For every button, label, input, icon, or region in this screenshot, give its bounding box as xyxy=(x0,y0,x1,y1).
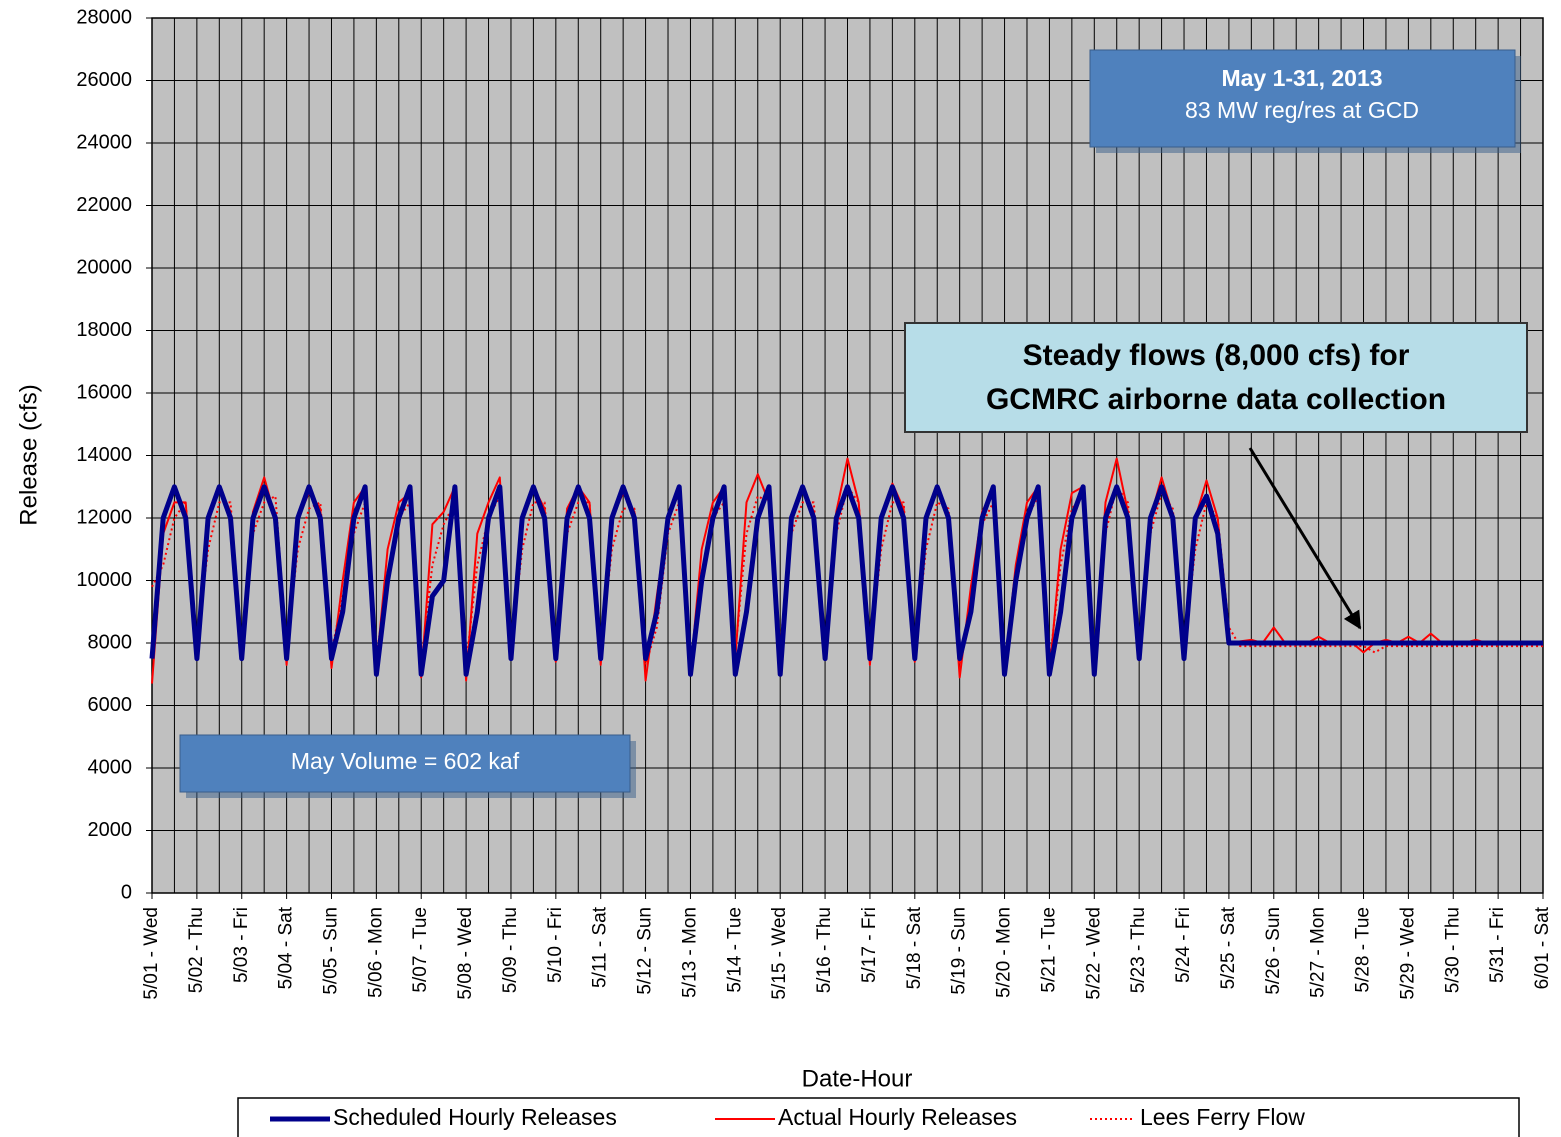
x-tick-label: 5/13 - Mon xyxy=(679,907,700,998)
x-tick-label: 5/08 - Wed xyxy=(455,907,476,1000)
legend-label: Actual Hourly Releases xyxy=(778,1104,1017,1130)
x-tick-label: 6/01 - Sat xyxy=(1532,906,1553,989)
y-tick-label: 4000 xyxy=(88,756,133,778)
y-tick-label: 24000 xyxy=(76,131,132,153)
y-tick-label: 0 xyxy=(121,881,132,903)
y-tick-label: 12000 xyxy=(76,506,132,528)
x-tick-label: 5/04 - Sat xyxy=(276,906,297,989)
x-tick-label: 5/14 - Tue xyxy=(724,907,745,993)
legend xyxy=(237,1097,1520,1137)
x-tick-label: 5/19 - Sun xyxy=(949,907,970,995)
arrow xyxy=(1248,447,1362,630)
x-axis-title: Date-Hour xyxy=(802,1065,913,1092)
x-tick-label: 5/10 - Fri xyxy=(545,907,566,983)
x-tick-label: 5/23 - Thu xyxy=(1128,907,1149,993)
y-tick-label: 10000 xyxy=(76,569,132,591)
annotation-box xyxy=(1089,49,1516,148)
y-tick-label: 28000 xyxy=(76,6,132,28)
x-tick-label: 5/29 - Wed xyxy=(1397,907,1418,1000)
annotation: GCMRC airborne data collection xyxy=(986,383,1446,416)
y-tick-label: 14000 xyxy=(76,444,132,466)
annotation: 83 MW reg/res at GCD xyxy=(1185,97,1419,123)
annotation: May 1-31, 2013 xyxy=(1221,65,1382,91)
x-tick-label: 5/22 - Wed xyxy=(1083,907,1104,1000)
annotation: May Volume = 602 kaf xyxy=(291,748,520,774)
y-tick-label: 26000 xyxy=(76,69,132,91)
x-tick-label: 5/18 - Sat xyxy=(904,906,925,989)
x-tick-label: 5/11 - Sat xyxy=(590,906,611,988)
annotation-box xyxy=(904,322,1528,433)
x-tick-label: 5/31 - Fri xyxy=(1487,907,1508,983)
x-tick-label: 5/07 - Tue xyxy=(410,907,431,993)
y-tick-label: 8000 xyxy=(88,631,133,653)
legend-label: Scheduled Hourly Releases xyxy=(333,1104,617,1130)
x-tick-label: 5/06 - Mon xyxy=(365,907,386,998)
x-tick-label: 5/20 - Mon xyxy=(994,907,1015,998)
x-tick-label: 5/01 - Wed xyxy=(141,907,162,1000)
x-tick-label: 5/02 - Thu xyxy=(186,907,207,993)
x-tick-label: 5/28 - Tue xyxy=(1353,907,1374,993)
x-tick-label: 5/17 - Fri xyxy=(859,907,880,983)
x-tick-label: 5/27 - Mon xyxy=(1308,907,1329,998)
x-tick-label: 5/16 - Thu xyxy=(814,907,835,993)
y-tick-label: 20000 xyxy=(76,256,132,278)
x-tick-label: 5/25 - Sat xyxy=(1218,906,1239,989)
plot-border xyxy=(151,17,1544,894)
legend-label: Lees Ferry Flow xyxy=(1140,1104,1305,1130)
x-tick-label: 5/26 - Sun xyxy=(1263,907,1284,995)
y-tick-label: 2000 xyxy=(88,819,133,841)
series-line xyxy=(149,484,1543,677)
x-tick-label: 5/15 - Wed xyxy=(769,907,790,1000)
y-tick-label: 16000 xyxy=(76,381,132,403)
y-axis-title: Release (cfs) xyxy=(15,384,42,525)
y-tick-label: 6000 xyxy=(88,694,133,716)
x-tick-label: 5/30 - Thu xyxy=(1442,907,1463,993)
annotation: Steady flows (8,000 cfs) for xyxy=(1023,339,1410,372)
y-tick-label: 18000 xyxy=(76,319,132,341)
x-tick-label: 5/05 - Sun xyxy=(320,907,341,995)
x-tick-label: 5/24 - Fri xyxy=(1173,907,1194,983)
x-tick-label: 5/12 - Sun xyxy=(635,907,656,995)
y-tick-label: 22000 xyxy=(76,194,132,216)
annotation-box xyxy=(179,734,631,793)
x-tick-label: 5/21 - Tue xyxy=(1038,907,1059,993)
x-tick-label: 5/03 - Fri xyxy=(231,907,252,983)
x-tick-label: 5/09 - Thu xyxy=(500,907,521,993)
